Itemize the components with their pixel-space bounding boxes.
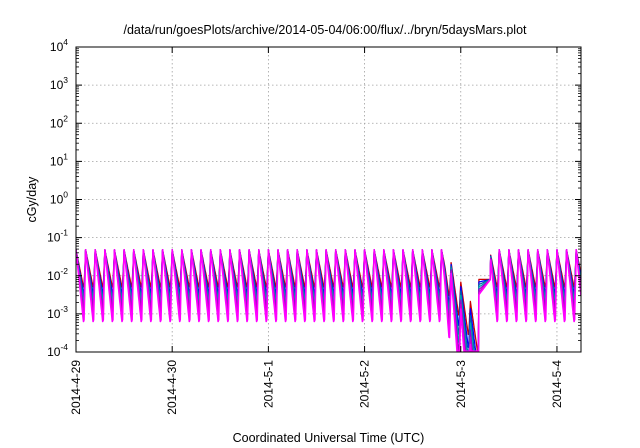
- x-tick-label: 2014-5-3: [454, 360, 468, 408]
- x-axis-label: Coordinated Universal Time (UTC): [233, 431, 425, 445]
- x-tick-label: 2014-4-29: [69, 360, 83, 415]
- y-tick-label: 10-3: [47, 304, 68, 321]
- y-tick-label: 10-2: [47, 266, 68, 283]
- series-line: [76, 249, 581, 352]
- y-tick-label: 10-4: [47, 342, 68, 359]
- chart-title: /data/run/goesPlots/archive/2014-05-04/0…: [123, 23, 527, 37]
- plot-area: [76, 249, 581, 352]
- y-tick-label: 104: [50, 37, 68, 54]
- x-tick-label: 2014-5-1: [261, 360, 275, 408]
- y-tick-label: 100: [50, 190, 68, 207]
- x-tick-label: 2014-5-4: [550, 360, 564, 408]
- y-tick-label: 10-1: [47, 228, 68, 245]
- x-axis: 2014-4-29 2014-4-30 2014-5-1 2014-5-2 2014-5…: [69, 47, 564, 415]
- x-tick-label: 2014-4-30: [165, 360, 179, 415]
- y-axis-label: cGy/day: [25, 176, 39, 223]
- y-tick-label: 103: [50, 75, 68, 92]
- x-tick-label: 2014-5-2: [358, 360, 372, 408]
- y-tick-label: 102: [50, 113, 68, 130]
- y-tick-label: 101: [50, 151, 68, 168]
- y-axis: 10-4 10-3 10-2 10-1 100 101 102 103 104: [47, 37, 581, 359]
- grid: [75, 47, 581, 352]
